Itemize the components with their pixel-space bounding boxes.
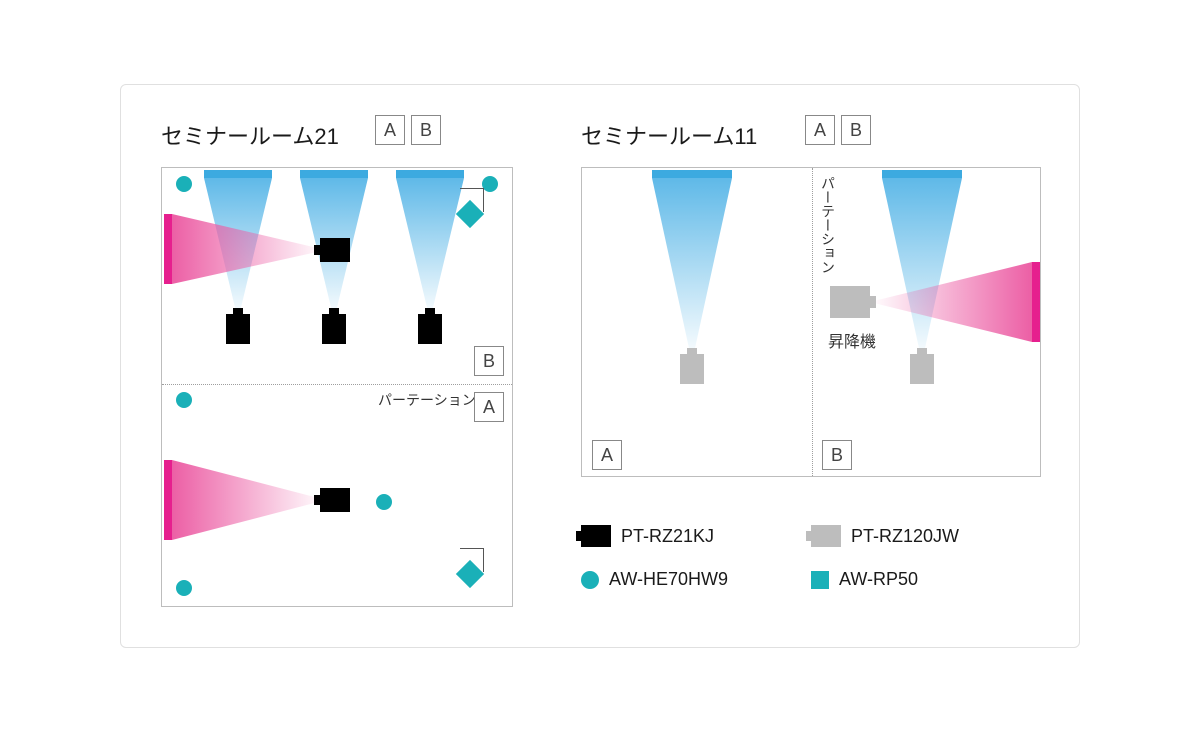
room11-badge-b: B <box>841 115 871 145</box>
room21-proj-left-a <box>320 488 350 512</box>
room11-proj-right <box>830 286 870 318</box>
room11-inside-b: B <box>822 440 852 470</box>
projector-grey-icon <box>811 525 841 547</box>
legend-label-1: PT-RZ21KJ <box>621 526 714 547</box>
legend: PT-RZ21KJ PT-RZ120JW AW-HE70HW9 AW-RP50 <box>581 525 1041 590</box>
legend-label-4: AW-RP50 <box>839 569 918 590</box>
controller-icon <box>811 571 829 589</box>
legend-label-3: AW-HE70HW9 <box>609 569 728 590</box>
room11-box: パーテーション 昇降機 A B <box>581 167 1041 477</box>
room11-badge-a: A <box>805 115 835 145</box>
room11-screen-a <box>652 170 732 178</box>
room11-pink-screen <box>1032 262 1040 342</box>
room21-camera-4 <box>376 494 392 510</box>
legend-label-2: PT-RZ120JW <box>851 526 959 547</box>
room11-proj-down-b <box>910 354 934 384</box>
room21-camera-3 <box>176 392 192 408</box>
room21-box: B パーテーション A <box>161 167 513 607</box>
room21-pink-screen-a <box>164 460 172 540</box>
room21-camera-5 <box>176 580 192 596</box>
room21-badge-a: A <box>375 115 405 145</box>
room11-inside-a: A <box>592 440 622 470</box>
room11-title: セミナールーム11 <box>581 119 757 151</box>
room11-partition-label: パーテーション <box>818 176 838 274</box>
room11-proj-down-a <box>680 354 704 384</box>
legend-item-circle: AW-HE70HW9 <box>581 569 811 590</box>
legend-item-proj-grey: PT-RZ120JW <box>811 525 1041 547</box>
projector-black-icon <box>581 525 611 547</box>
diagram-frame: セミナールーム21 A B <box>120 84 1080 648</box>
room21-title: セミナールーム21 <box>161 119 339 151</box>
camera-icon <box>581 571 599 589</box>
legend-item-square: AW-RP50 <box>811 569 1041 590</box>
room11-screen-b <box>882 170 962 178</box>
room11-partition <box>812 168 813 476</box>
room11-elevator-label: 昇降機 <box>828 328 876 352</box>
room21-badge-b: B <box>411 115 441 145</box>
room21-pink-beam-a <box>162 168 514 608</box>
legend-item-proj-black: PT-RZ21KJ <box>581 525 811 547</box>
